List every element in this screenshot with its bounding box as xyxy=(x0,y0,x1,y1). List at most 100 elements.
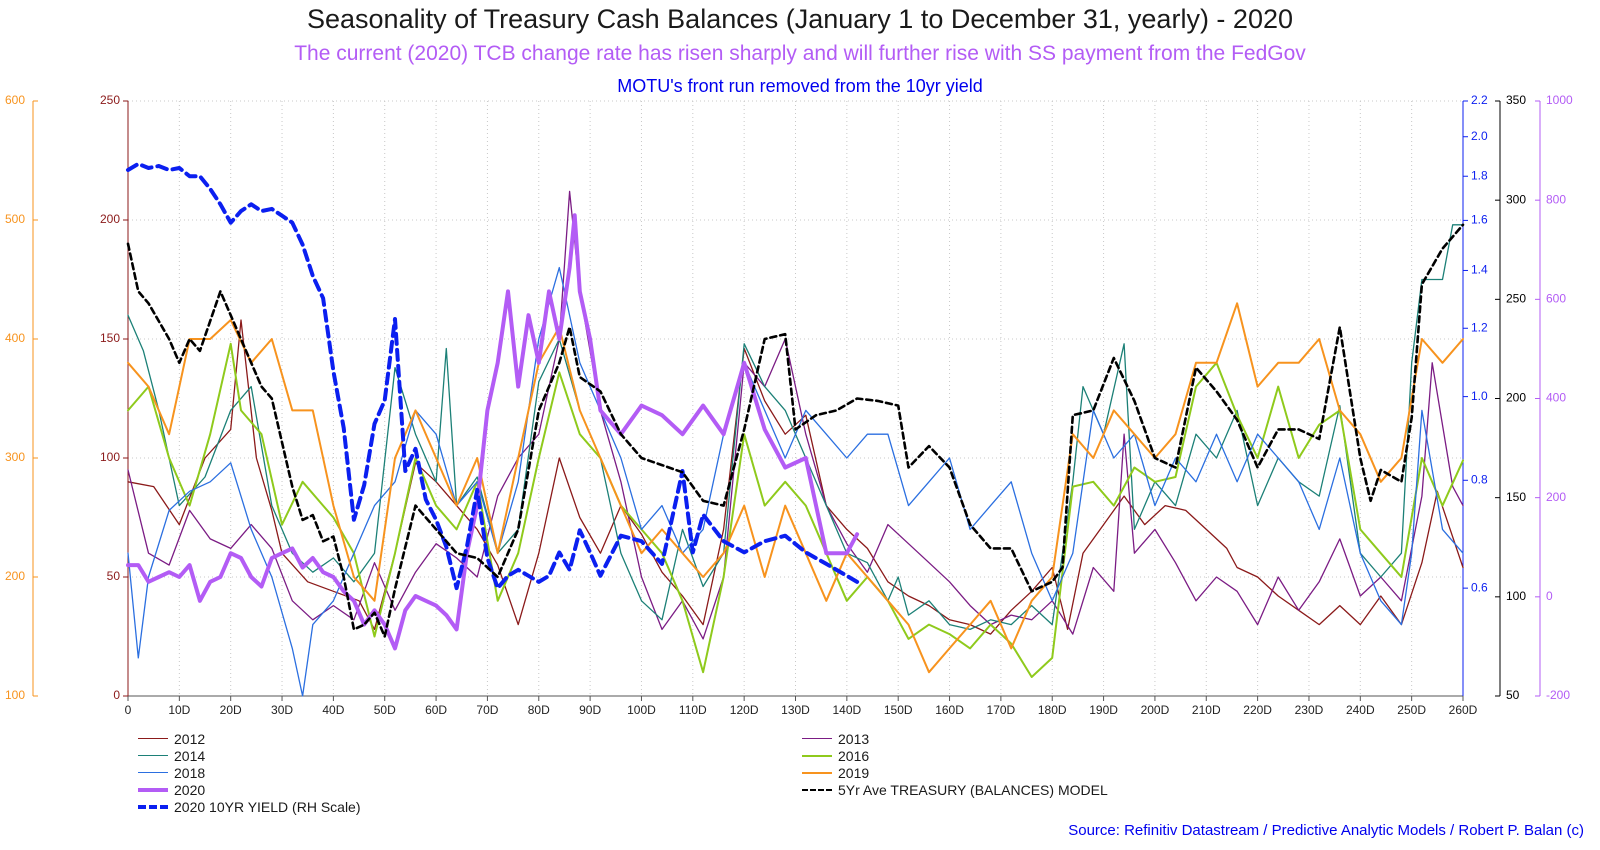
legend-label: 2020 10YR YIELD (RH Scale) xyxy=(174,798,361,815)
series-line-2014 xyxy=(127,224,1464,631)
left-main-tick-label: 100 xyxy=(100,450,120,464)
right-purple-tick-label: 800 xyxy=(1546,192,1566,206)
x-tick-label: 190D xyxy=(1089,703,1118,717)
right-yield-tick-label: 1.0 xyxy=(1471,389,1488,403)
legend-item: 2018 xyxy=(138,764,361,781)
x-tick-label: 70D xyxy=(476,703,498,717)
series-line-2013 xyxy=(127,190,1464,640)
x-tick-label: 200D xyxy=(1141,703,1170,717)
legend-item: 2019 xyxy=(802,764,1108,781)
x-tick-label: 50D xyxy=(374,703,396,717)
x-tick-label: 10D xyxy=(168,703,190,717)
series-line-2020 xyxy=(126,213,860,651)
right-yield-tick-label: 2.2 xyxy=(1471,93,1488,107)
legend-label: 2019 xyxy=(838,764,870,781)
legend-item: 5Yr Ave TREASURY (BALANCES) MODEL xyxy=(802,781,1108,798)
x-tick-label: 100D xyxy=(627,703,656,717)
legend-label: 5Yr Ave TREASURY (BALANCES) MODEL xyxy=(838,781,1108,798)
chart-title: Seasonality of Treasury Cash Balances (J… xyxy=(307,4,1293,34)
right-yield-tick-label: 1.8 xyxy=(1471,168,1488,182)
x-tick-label: 130D xyxy=(781,703,810,717)
x-tick-label: 210D xyxy=(1192,703,1221,717)
x-tick-label: 60D xyxy=(425,703,447,717)
legend-swatch xyxy=(802,754,832,757)
right-yield-tick-label: 0.6 xyxy=(1471,580,1488,594)
right-yield-tick-label: 0.8 xyxy=(1471,472,1488,486)
right-black-tick-label: 150 xyxy=(1506,490,1526,504)
left-outer-tick-label: 200 xyxy=(5,569,25,583)
legend-item: 2020 10YR YIELD (RH Scale) xyxy=(138,798,361,815)
legend-left: 2012 2014 2018 2020 2020 10YR YIELD (RH Scal… xyxy=(138,730,361,815)
x-tick-label: 150D xyxy=(884,703,913,717)
right-black-tick-label: 250 xyxy=(1506,292,1526,306)
x-tick-label: 120D xyxy=(730,703,759,717)
left-outer-tick-label: 100 xyxy=(5,688,25,702)
legend-item: 2012 xyxy=(138,730,361,747)
series-line-5yr-ave-treasury-balances-model xyxy=(126,223,1465,638)
legend-swatch xyxy=(138,772,168,773)
right-purple-tick-label: -200 xyxy=(1546,688,1570,702)
legend-swatch xyxy=(138,738,168,739)
x-tick-label: 30D xyxy=(271,703,293,717)
legend-swatch xyxy=(138,755,168,756)
right-black-tick-label: 100 xyxy=(1506,589,1526,603)
legend-swatch xyxy=(802,771,832,774)
right-purple-tick-label: 400 xyxy=(1546,391,1566,405)
right-black-tick-label: 50 xyxy=(1506,688,1520,702)
chart-subtitle: The current (2020) TCB change rate has r… xyxy=(294,42,1306,65)
x-tick-label: 40D xyxy=(322,703,344,717)
right-purple-tick-label: 200 xyxy=(1546,490,1566,504)
right-yield-tick-label: 2.0 xyxy=(1471,129,1488,143)
left-main-tick-label: 0 xyxy=(113,688,120,702)
x-tick-label: 110D xyxy=(679,703,707,717)
legend-right: 2013 2016 2019 5Yr Ave TREASURY (BALANCES) … xyxy=(802,730,1108,798)
legend-swatch xyxy=(138,787,168,792)
x-tick-label: 20D xyxy=(220,703,242,717)
right-black-tick-label: 350 xyxy=(1506,93,1526,107)
x-tick-label: 140D xyxy=(833,703,862,717)
legend-swatch xyxy=(802,738,832,739)
left-outer-tick-label: 300 xyxy=(5,450,25,464)
x-tick-label: 220D xyxy=(1243,703,1272,717)
x-tick-label: 240D xyxy=(1346,703,1375,717)
right-purple-tick-label: 1000 xyxy=(1546,93,1573,107)
left-outer-tick-label: 600 xyxy=(5,93,25,107)
right-black-tick-label: 300 xyxy=(1506,192,1526,206)
legend-swatch xyxy=(802,788,832,791)
right-purple-tick-label: 0 xyxy=(1546,589,1553,603)
right-yield-tick-label: 1.2 xyxy=(1471,320,1488,334)
x-tick-label: 250D xyxy=(1397,703,1426,717)
left-main-tick-label: 250 xyxy=(100,93,120,107)
series-line-2019 xyxy=(127,302,1464,674)
x-tick-label: 170D xyxy=(987,703,1016,717)
legend-label: 2014 xyxy=(174,747,206,764)
x-tick-label: 90D xyxy=(579,703,601,717)
x-tick-label: 80D xyxy=(528,703,550,717)
left-outer-tick-label: 400 xyxy=(5,331,25,345)
series-line-2018 xyxy=(127,266,1464,697)
legend-item: 2016 xyxy=(802,747,1108,764)
left-outer-tick-label: 500 xyxy=(5,212,25,226)
right-purple-tick-label: 600 xyxy=(1546,292,1566,306)
right-black-tick-label: 200 xyxy=(1506,391,1526,405)
x-tick-label: 180D xyxy=(1038,703,1067,717)
right-yield-tick-label: 1.4 xyxy=(1471,263,1488,277)
legend-item: 2014 xyxy=(138,747,361,764)
legend-label: 2018 xyxy=(174,764,206,781)
series-line-2012 xyxy=(127,319,1464,635)
x-tick-label: 260D xyxy=(1449,703,1478,717)
x-tick-label: 0 xyxy=(125,703,132,717)
series-line-2016 xyxy=(127,342,1464,678)
legend-item: 2013 xyxy=(802,730,1108,747)
legend-label: 2016 xyxy=(838,747,870,764)
x-tick-label: 230D xyxy=(1295,703,1324,717)
legend-label: 2012 xyxy=(174,730,206,747)
legend-label: 2020 xyxy=(174,781,206,798)
left-main-tick-label: 200 xyxy=(100,212,120,226)
chart-plot: 0 10D 20D 30D 40D 50D 60D 70D 80D 90D 100D 110D 120D… xyxy=(5,93,1573,717)
chart-note: MOTU's front run removed from the 10yr y… xyxy=(617,76,983,96)
source-note: Source: Refinitiv Datastream / Predictiv… xyxy=(1068,822,1584,839)
x-tick-label: 160D xyxy=(935,703,964,717)
left-main-tick-label: 50 xyxy=(107,569,121,583)
legend-item: 2020 xyxy=(138,781,361,798)
